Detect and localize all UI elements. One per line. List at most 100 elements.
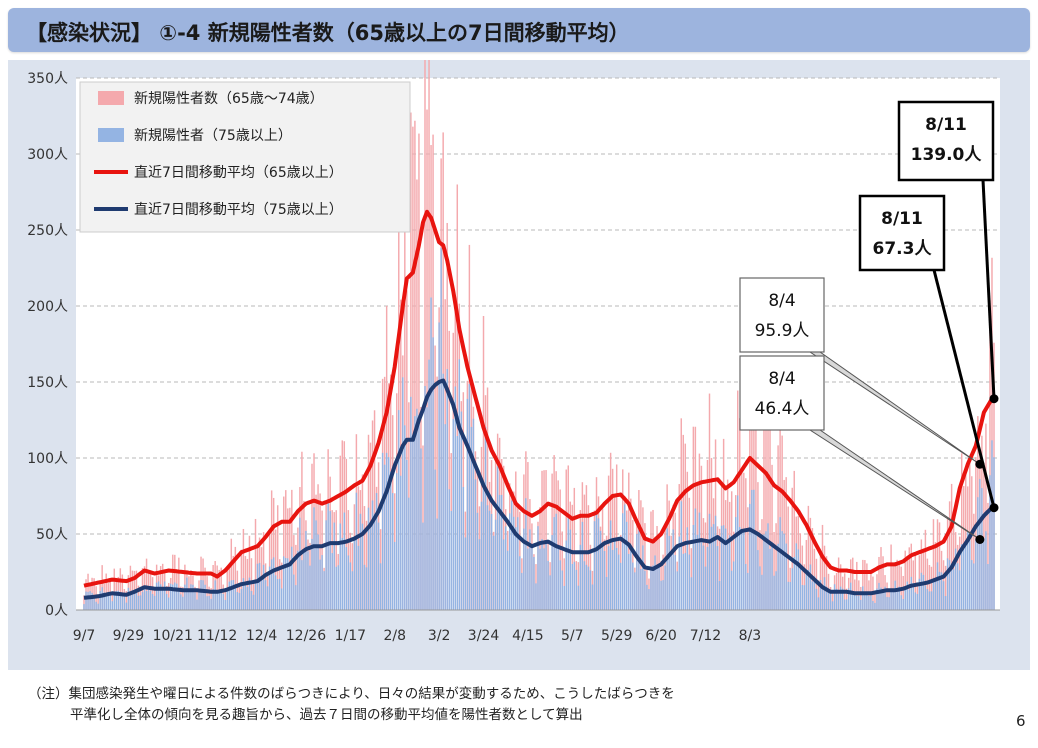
bar-75-plus — [628, 553, 630, 610]
bar-75-plus — [424, 386, 426, 610]
bar-75-plus — [587, 566, 590, 610]
bar-75-plus — [145, 591, 148, 610]
bar-75-plus — [242, 578, 245, 610]
bar-65-74 — [406, 290, 408, 610]
bar-75-plus — [936, 562, 939, 610]
bar-65-74 — [866, 563, 868, 610]
bar-75-plus — [827, 589, 830, 610]
callout-date: 8/4 — [768, 291, 795, 311]
bar-75-plus — [383, 464, 386, 610]
bar-75-plus — [712, 524, 715, 610]
callout-marker — [975, 534, 985, 544]
bar-75-plus — [155, 582, 158, 610]
bar-75-plus — [295, 585, 297, 610]
bar-65-74 — [93, 578, 95, 610]
bar-75-plus — [359, 513, 362, 610]
bar-75-plus — [908, 589, 910, 610]
bar-65-74 — [242, 528, 245, 610]
bar-75-plus — [357, 545, 360, 610]
bar-75-plus — [934, 578, 937, 610]
bar-75-plus — [323, 571, 325, 610]
bar-75-plus — [779, 517, 781, 610]
bar-75-plus — [638, 530, 640, 610]
bar-75-plus — [906, 581, 908, 610]
bar-75-plus — [922, 574, 925, 610]
bar-75-plus — [989, 475, 991, 610]
bar-65-74 — [426, 109, 428, 610]
bar-75-plus — [83, 604, 85, 610]
bar-65-74 — [960, 453, 963, 610]
bar-65-74 — [948, 501, 951, 610]
bar-75-plus — [204, 584, 206, 610]
legend: 新規陽性者数（65歳～74歳） 新規陽性者（75歳以上） 直近7日間移動平均（65歳… — [79, 81, 411, 233]
bar-65-74 — [864, 560, 866, 610]
x-tick-label: 5/7 — [561, 628, 584, 644]
x-tick-label: 1/17 — [335, 628, 366, 644]
bar-65-74 — [845, 588, 848, 610]
bar-75-plus — [478, 539, 481, 610]
bar-75-plus — [965, 545, 967, 610]
bar-75-plus — [121, 596, 124, 610]
bar-75-plus — [553, 517, 555, 610]
bar-75-plus — [561, 570, 563, 610]
bar-75-plus — [515, 527, 517, 610]
bar-65-74 — [769, 427, 771, 610]
bar-65-74 — [807, 505, 810, 610]
bar-75-plus — [593, 521, 596, 610]
bar-75-plus — [353, 536, 356, 610]
bar-75-plus — [898, 586, 900, 610]
bar-75-plus — [115, 591, 118, 610]
bar-75-plus — [412, 437, 414, 610]
bar-75-plus — [103, 592, 105, 610]
bar-75-plus — [694, 508, 697, 610]
bar-75-plus — [272, 557, 275, 610]
bar-75-plus — [147, 588, 150, 610]
bar-75-plus — [232, 580, 235, 610]
bar-75-plus — [567, 518, 569, 610]
bar-75-plus — [698, 512, 701, 610]
bar-75-plus — [718, 580, 721, 610]
bar-65-74 — [730, 491, 733, 610]
bar-65-74 — [837, 557, 840, 610]
x-tick-label: 4/15 — [512, 628, 543, 644]
bar-75-plus — [632, 562, 634, 610]
bar-75-plus — [252, 594, 255, 610]
bar-75-plus — [619, 562, 622, 610]
bar-75-plus — [333, 522, 335, 610]
bar-75-plus — [488, 510, 491, 610]
bar-75-plus — [821, 586, 824, 610]
bar-75-plus — [141, 592, 144, 610]
bar-75-plus — [339, 523, 341, 610]
bar-75-plus — [85, 591, 87, 610]
bar-75-plus — [428, 359, 430, 610]
bar-75-plus — [803, 585, 806, 610]
bar-75-plus — [858, 595, 860, 610]
x-tick-label: 10/21 — [153, 628, 193, 644]
bar-75-plus — [254, 580, 257, 610]
bar-75-plus — [807, 569, 810, 610]
bar-75-plus — [670, 554, 672, 610]
bar-75-plus — [111, 601, 113, 610]
bar-75-plus — [184, 584, 186, 610]
bar-75-plus — [456, 436, 459, 610]
bar-75-plus — [174, 582, 176, 610]
bar-75-plus — [460, 411, 463, 610]
bar-75-plus — [636, 534, 638, 610]
callout-value: 46.4人 — [755, 399, 810, 419]
bar-75-plus — [652, 565, 654, 610]
bar-75-plus — [912, 583, 915, 610]
legend-box — [79, 81, 411, 233]
bar-65-74 — [311, 463, 313, 610]
bar-75-plus — [442, 373, 444, 610]
bar-75-plus — [525, 498, 527, 610]
legend-swatch-bar — [98, 128, 124, 142]
bar-75-plus — [87, 591, 89, 610]
bar-75-plus — [829, 592, 832, 610]
bar-75-plus — [573, 561, 576, 610]
y-tick-label: 250人 — [27, 223, 68, 239]
bar-65-74 — [700, 465, 703, 610]
bar-65-74 — [248, 535, 251, 610]
bar-75-plus — [404, 425, 406, 610]
bar-75-plus — [714, 515, 717, 610]
bar-75-plus — [890, 590, 892, 610]
